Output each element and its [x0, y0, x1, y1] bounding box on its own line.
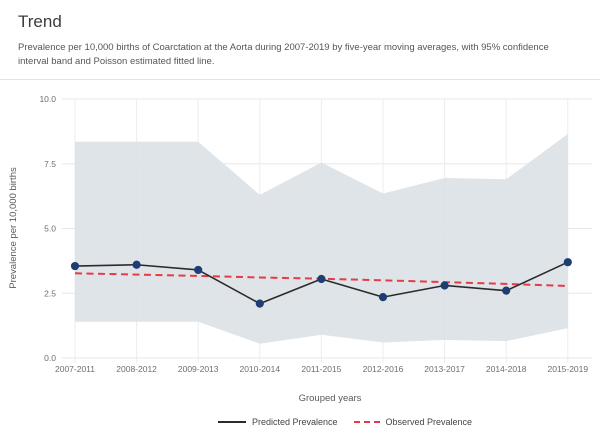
- x-tick-label: 2011-2015: [301, 364, 341, 374]
- x-tick-label: 2012-2016: [363, 364, 404, 374]
- x-tick-label: 2008-2012: [116, 364, 157, 374]
- data-point-marker: [194, 265, 203, 275]
- data-point-marker: [255, 299, 264, 308]
- legend-item-predicted[interactable]: Predicted Prevalence: [217, 417, 338, 427]
- y-axis-title: Prevalence per 10,000 births: [8, 167, 19, 289]
- chart-legend: Predicted Prevalence Observed Prevalence: [45, 417, 600, 427]
- observed-line-swatch: [353, 421, 380, 423]
- data-point-marker: [440, 281, 449, 290]
- chart-svg: 0.0 2.5 5.0 7.5 10.0 2007-2011 2008-2012 2009-2…: [8, 94, 592, 404]
- chart-subtitle-line-1: Prevalence per 10,000 births of Coarctat…: [18, 42, 549, 53]
- y-tick-label: 7.5: [44, 159, 56, 169]
- x-axis-title: Grouped years: [299, 393, 362, 404]
- data-point-marker: [378, 293, 388, 302]
- section-divider: [0, 79, 600, 80]
- chart-subtitle-line-2: interval band and Poisson estimated fitt…: [18, 56, 215, 67]
- trend-chart: 0.0 2.5 5.0 7.5 10.0 2007-2011 2008-2012 2009-2…: [0, 80, 600, 410]
- y-tick-label: 10.0: [39, 94, 56, 104]
- data-point-marker: [317, 274, 326, 284]
- legend-label-predicted: Predicted Prevalence: [251, 417, 338, 427]
- data-point-marker: [132, 260, 141, 269]
- data-point-marker: [70, 261, 80, 271]
- page-title: Trend: [18, 12, 62, 31]
- confidence-band: [75, 133, 568, 344]
- y-tick-label: 0.0: [44, 353, 56, 363]
- x-tick-label: 2013-2017: [424, 364, 465, 374]
- x-tick-label: 2009-2013: [178, 364, 219, 374]
- chart-header: Trend Prevalence per 10,000 births of Co…: [0, 0, 600, 69]
- x-tick-label: 2007-2011: [55, 364, 95, 374]
- y-tick-label: 2.5: [44, 288, 56, 298]
- data-point-marker: [502, 286, 511, 295]
- x-tick-label: 2010-2014: [239, 364, 280, 374]
- x-tick-label: 2014-2018: [486, 364, 527, 374]
- predicted-line-swatch: [217, 421, 246, 423]
- y-tick-label: 5.0: [44, 224, 56, 234]
- legend-label-observed: Observed Prevalence: [385, 417, 473, 427]
- x-tick-label: 2015-2019: [547, 364, 588, 374]
- legend-item-observed[interactable]: Observed Prevalence: [353, 417, 473, 427]
- data-point-marker: [563, 258, 572, 267]
